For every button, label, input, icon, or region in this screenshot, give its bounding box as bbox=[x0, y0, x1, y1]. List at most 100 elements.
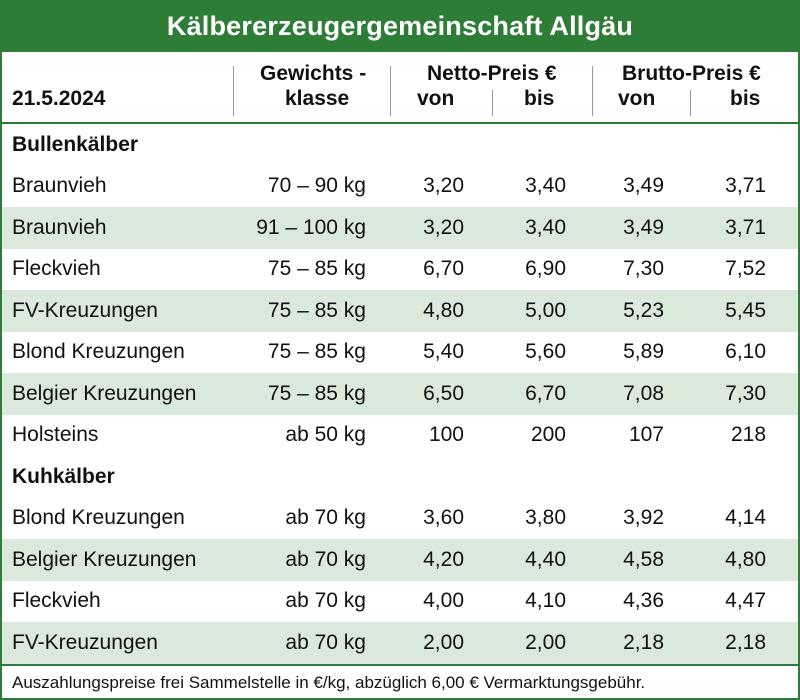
weight-class: ab 70 kg bbox=[285, 589, 366, 613]
table-row: Braunvieh 91 – 100 kg 3,20 3,40 3,49 3,7… bbox=[2, 207, 799, 249]
netto-von: 6,50 bbox=[423, 381, 464, 405]
brutto-bis: 4,14 bbox=[725, 506, 767, 530]
price-table: Bullenkälber Braunvieh 70 – 90 kg 3,20 3… bbox=[2, 124, 799, 664]
weight-class: 70 – 90 kg bbox=[267, 174, 366, 198]
brutto-von: 2,18 bbox=[623, 630, 664, 654]
brutto-bis: 7,30 bbox=[725, 381, 767, 405]
netto-price-header: Netto-Preis € bbox=[427, 62, 557, 85]
brutto-bis: 218 bbox=[730, 423, 767, 447]
breed-name: Braunvieh bbox=[12, 174, 107, 198]
netto-bis: 200 bbox=[530, 423, 566, 447]
weight-class: ab 70 kg bbox=[285, 506, 366, 530]
brutto-bis: 3,71 bbox=[725, 174, 767, 198]
brutto-von: 7,30 bbox=[623, 257, 664, 281]
section-title-kuhkaelber: Kuhkälber bbox=[12, 464, 115, 488]
table-row: Blond Kreuzungen ab 70 kg 3,60 3,80 3,92… bbox=[2, 498, 798, 540]
netto-bis: 5,60 bbox=[525, 340, 566, 364]
netto-bis: 6,70 bbox=[525, 381, 566, 405]
section-header-row: Bullenkälber bbox=[2, 124, 798, 166]
netto-bis: 3,40 bbox=[525, 174, 566, 198]
weight-class-header-line2: klasse bbox=[285, 87, 350, 110]
netto-von: 2,00 bbox=[423, 630, 464, 654]
weight-class: 75 – 85 kg bbox=[267, 257, 366, 281]
netto-bis: 4,40 bbox=[525, 547, 566, 571]
netto-von: 4,20 bbox=[423, 547, 464, 571]
table-row: Belgier Kreuzungen 75 – 85 kg 6,50 6,70 … bbox=[2, 373, 799, 415]
breed-name: Fleckvieh bbox=[12, 589, 101, 613]
netto-von: 5,40 bbox=[423, 340, 464, 364]
brutto-von: 3,92 bbox=[623, 506, 664, 530]
brutto-von: 5,23 bbox=[623, 298, 664, 322]
netto-bis: 3,40 bbox=[525, 215, 566, 239]
brutto-von: 3,49 bbox=[623, 174, 664, 198]
brutto-von: 3,49 bbox=[623, 215, 664, 239]
section-header-row: Kuhkälber bbox=[2, 456, 798, 498]
footer-note: Auszahlungspreise frei Sammelstelle in €… bbox=[2, 664, 798, 698]
brutto-bis: 5,45 bbox=[725, 298, 767, 322]
weight-class: 91 – 100 kg bbox=[256, 215, 366, 239]
header-divider bbox=[592, 66, 593, 116]
brutto-von: 107 bbox=[628, 423, 664, 447]
netto-bis: 6,90 bbox=[525, 257, 566, 281]
brutto-von-header: von bbox=[618, 87, 656, 110]
netto-von: 4,00 bbox=[423, 589, 464, 613]
table-row: Braunvieh 70 – 90 kg 3,20 3,40 3,49 3,71 bbox=[2, 166, 798, 208]
netto-von: 3,60 bbox=[423, 506, 464, 530]
brutto-bis-header: bis bbox=[730, 87, 761, 110]
brutto-von: 4,58 bbox=[623, 547, 664, 571]
netto-von: 3,20 bbox=[423, 215, 464, 239]
brutto-von: 7,08 bbox=[623, 381, 664, 405]
table-row: Belgier Kreuzungen ab 70 kg 4,20 4,40 4,… bbox=[2, 539, 799, 581]
breed-name: Blond Kreuzungen bbox=[12, 340, 185, 364]
header-divider bbox=[390, 66, 391, 116]
netto-von: 3,20 bbox=[423, 174, 464, 198]
breed-name: Braunvieh bbox=[12, 215, 107, 239]
weight-class: 75 – 85 kg bbox=[267, 381, 366, 405]
netto-bis: 4,10 bbox=[525, 589, 566, 613]
netto-von: 4,80 bbox=[423, 298, 464, 322]
breed-name: FV-Kreuzungen bbox=[12, 630, 158, 654]
netto-von: 100 bbox=[428, 423, 464, 447]
brutto-von: 5,89 bbox=[623, 340, 664, 364]
document-title: Kälbererzeugergemeinschaft Allgäu bbox=[2, 0, 798, 52]
brutto-bis: 4,80 bbox=[725, 547, 767, 571]
breed-name: Holsteins bbox=[12, 423, 99, 447]
table-row: FV-Kreuzungen 75 – 85 kg 4,80 5,00 5,23 … bbox=[2, 290, 799, 332]
netto-bis: 3,80 bbox=[525, 506, 566, 530]
brutto-price-header: Brutto-Preis € bbox=[622, 62, 761, 85]
breed-name: Belgier Kreuzungen bbox=[12, 381, 197, 405]
header-divider bbox=[492, 90, 493, 116]
weight-class: ab 50 kg bbox=[285, 423, 366, 447]
breed-name: Fleckvieh bbox=[12, 257, 101, 281]
brutto-bis: 4,47 bbox=[725, 589, 767, 613]
weight-class: 75 – 85 kg bbox=[267, 298, 366, 322]
table-header: 21.5.2024 Gewichts - klasse Netto-Preis … bbox=[2, 52, 798, 124]
table-row: Fleckvieh 75 – 85 kg 6,70 6,90 7,30 7,52 bbox=[2, 249, 798, 291]
table-row: Blond Kreuzungen 75 – 85 kg 5,40 5,60 5,… bbox=[2, 332, 798, 374]
weight-class: ab 70 kg bbox=[285, 547, 366, 571]
header-divider bbox=[233, 66, 234, 116]
weight-class: ab 70 kg bbox=[285, 630, 366, 654]
section-title-bullenkaelber: Bullenkälber bbox=[12, 132, 139, 156]
brutto-bis: 6,10 bbox=[725, 340, 767, 364]
breed-name: Belgier Kreuzungen bbox=[12, 547, 197, 571]
brutto-bis: 2,18 bbox=[725, 630, 767, 654]
table-row: FV-Kreuzungen ab 70 kg 2,00 2,00 2,18 2,… bbox=[2, 622, 799, 664]
netto-bis-header: bis bbox=[524, 87, 555, 110]
brutto-von: 4,36 bbox=[623, 589, 664, 613]
date-label: 21.5.2024 bbox=[12, 87, 106, 110]
netto-bis: 5,00 bbox=[525, 298, 566, 322]
brutto-bis: 7,52 bbox=[725, 257, 767, 281]
weight-class: 75 – 85 kg bbox=[267, 340, 366, 364]
table-row: Fleckvieh ab 70 kg 4,00 4,10 4,36 4,47 bbox=[2, 581, 798, 623]
netto-bis: 2,00 bbox=[525, 630, 566, 654]
header-divider bbox=[690, 90, 691, 116]
weight-class-header-line1: Gewichts - bbox=[260, 62, 367, 85]
brutto-bis: 3,71 bbox=[725, 215, 767, 239]
breed-name: FV-Kreuzungen bbox=[12, 298, 158, 322]
netto-von-header: von bbox=[417, 87, 455, 110]
table-row: Holsteins ab 50 kg 100 200 107 218 bbox=[2, 415, 798, 457]
breed-name: Blond Kreuzungen bbox=[12, 506, 185, 530]
netto-von: 6,70 bbox=[423, 257, 464, 281]
